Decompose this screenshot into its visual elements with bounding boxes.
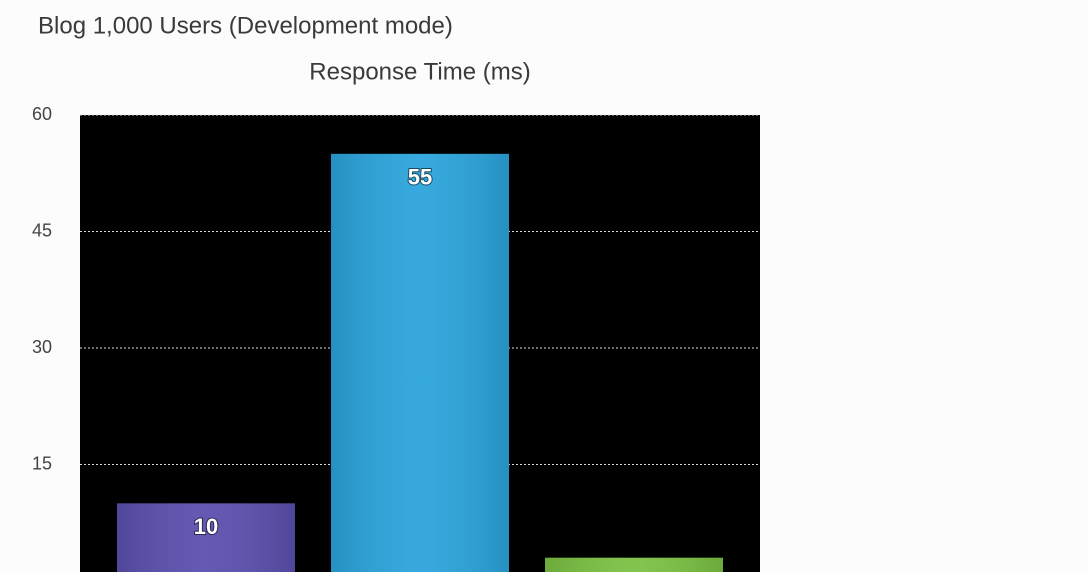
y-tick-label: 45 [32,220,52,240]
y-tick-label: 60 [32,104,52,124]
y-tick-label: 30 [32,337,52,357]
y-tick-label: 15 [32,453,52,473]
value-label: 10 [194,514,218,539]
chart-title: Blog 1,000 Users (Development mode) [38,12,453,39]
value-label: 55 [408,165,432,190]
value-label: 3 [628,569,640,572]
chart-subtitle: Response Time (ms) [309,58,530,85]
bar-sheen [331,153,509,572]
bar-sheen [545,557,723,572]
bar-sheen [117,503,295,572]
